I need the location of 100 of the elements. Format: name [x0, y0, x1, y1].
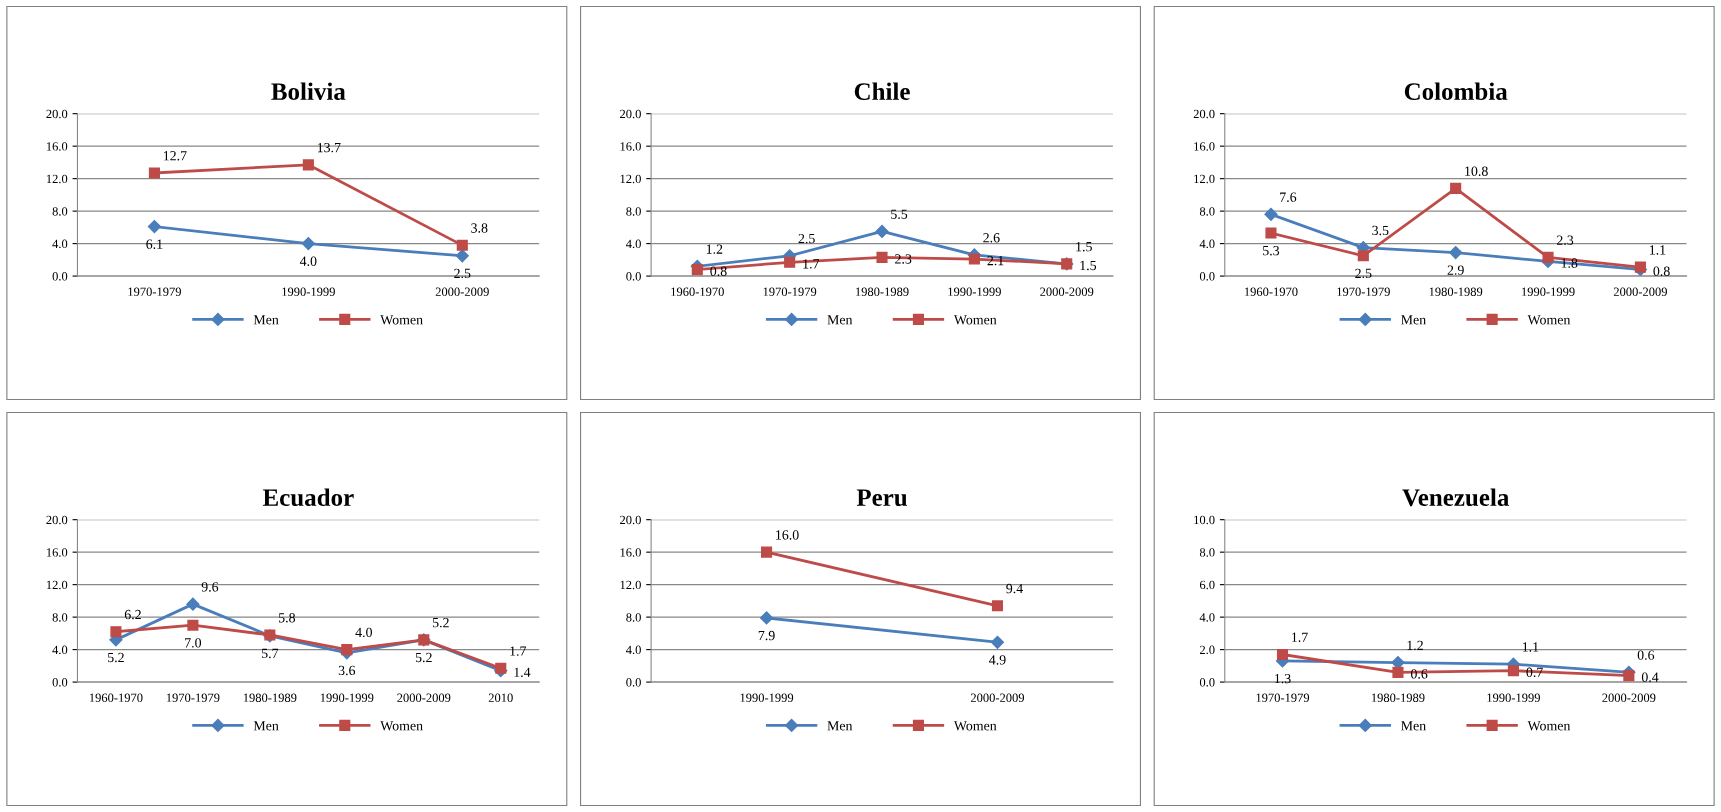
y-tick-label: 12.0 — [620, 174, 641, 184]
x-tick-label: 1970-1979 — [128, 287, 181, 296]
y-tick-label: 16.0 — [620, 548, 641, 557]
y-tick-label: 12.0 — [46, 174, 68, 184]
point — [1450, 182, 1462, 194]
x-tick-label: 1970-1979 — [1256, 693, 1310, 702]
point — [301, 237, 315, 251]
data-label: 2.5 — [798, 233, 815, 244]
data-label: 1.3 — [1275, 673, 1291, 684]
x-tick-label: 1990-1999 — [1522, 287, 1575, 296]
data-label: 0.8 — [1653, 266, 1670, 276]
y-tick-label: 16.0 — [46, 142, 68, 151]
point — [456, 239, 468, 251]
x-tick-label: 1980-1989 — [1371, 693, 1425, 702]
x-tick-label: 2000-2009 — [1613, 287, 1667, 296]
point — [1507, 665, 1519, 677]
point — [875, 224, 889, 239]
x-tick-label: 2000-2009 — [397, 693, 451, 702]
data-label: 2.3 — [1556, 235, 1574, 245]
y-tick-label: 8.0 — [1199, 207, 1215, 216]
point — [990, 635, 1005, 649]
data-label: 1.4 — [514, 667, 531, 678]
data-label: 1.7 — [510, 646, 527, 656]
y-tick-label: 0.0 — [52, 678, 68, 687]
point — [1392, 666, 1404, 678]
legend-label: Men — [253, 315, 279, 325]
y-tick-label: 8.0 — [52, 613, 68, 622]
x-tick-label: 1990-1999 — [740, 693, 794, 702]
data-label: 5.2 — [108, 652, 124, 663]
point — [991, 600, 1004, 612]
data-label: 1.5 — [1080, 260, 1097, 271]
point — [1623, 670, 1635, 682]
data-label: 1.1 — [1522, 642, 1539, 652]
point — [876, 251, 888, 263]
point — [341, 644, 353, 656]
data-label: 5.8 — [279, 613, 296, 623]
data-label: 7.0 — [185, 638, 202, 648]
x-tick-label: 2000-2009 — [435, 287, 489, 296]
y-tick-label: 16.0 — [1194, 142, 1215, 151]
data-label: 7.6 — [1280, 192, 1297, 202]
data-label: 3.8 — [471, 223, 488, 233]
x-tick-label: 2000-2009 — [970, 693, 1025, 702]
data-label: 1.5 — [1076, 242, 1092, 252]
legend-label: Women — [1527, 315, 1571, 325]
legend-label: Men — [1401, 315, 1426, 325]
y-tick-label: 4.0 — [52, 645, 68, 655]
data-label: 13.7 — [317, 142, 341, 153]
legend-label: Women — [380, 315, 423, 325]
y-tick-label: 8.0 — [626, 613, 641, 622]
point — [147, 219, 162, 234]
y-tick-label: 0.0 — [1199, 678, 1215, 687]
data-label: 1.2 — [1407, 640, 1423, 651]
data-label: 3.6 — [338, 665, 356, 676]
y-tick-label: 0.0 — [626, 678, 641, 687]
data-label: 5.5 — [891, 209, 908, 219]
data-label: 2.5 — [454, 268, 471, 279]
data-label: 1.2 — [706, 244, 723, 254]
chart-title: Bolivia — [271, 82, 346, 101]
data-label: 10.8 — [1465, 166, 1488, 176]
data-label: 9.4 — [1006, 583, 1023, 594]
y-tick-label: 20.0 — [620, 515, 641, 525]
x-tick-label: 2010 — [488, 693, 513, 702]
y-tick-label: 4.0 — [1199, 613, 1215, 622]
x-tick-label: 1990-1999 — [320, 693, 374, 702]
y-tick-label: 0.0 — [626, 272, 641, 281]
x-tick-label: 1980-1989 — [1429, 287, 1483, 296]
y-tick-label: 0.0 — [52, 272, 68, 281]
y-tick-label: 0.0 — [1199, 272, 1215, 281]
x-tick-label: 1970-1979 — [1337, 287, 1390, 296]
y-tick-label: 10.0 — [1194, 515, 1215, 525]
data-label: 5.3 — [1263, 245, 1280, 256]
x-tick-label: 1970-1979 — [763, 287, 817, 296]
data-label: 5.7 — [261, 648, 279, 659]
data-label: 12.7 — [163, 151, 187, 161]
y-tick-label: 20.0 — [46, 109, 68, 119]
chart-title: Ecuador — [262, 488, 354, 507]
x-tick-label: 1990-1999 — [282, 287, 335, 296]
chart-title: Chile — [854, 82, 910, 101]
data-label: 3.5 — [1372, 225, 1389, 236]
y-tick-label: 6.0 — [1199, 580, 1215, 590]
data-label: 1.7 — [1292, 632, 1308, 642]
data-label: 0.4 — [1641, 672, 1659, 682]
data-label: 2.5 — [1355, 268, 1372, 279]
y-tick-label: 20.0 — [1193, 109, 1215, 119]
data-label: 0.8 — [710, 266, 727, 276]
x-tick-label: 1980-1989 — [243, 693, 297, 702]
data-label: 4.9 — [989, 655, 1006, 665]
x-tick-label: 1960-1970 — [89, 693, 143, 702]
y-tick-label: 4.0 — [52, 239, 68, 249]
chart-title: Colombia — [1404, 82, 1508, 101]
point — [302, 159, 314, 171]
point — [761, 546, 773, 558]
data-label: 4.0 — [355, 627, 372, 638]
y-tick-label: 2.0 — [1199, 645, 1215, 655]
chart-title: Venezuela — [1402, 488, 1509, 507]
x-tick-label: 1960-1970 — [1244, 287, 1298, 296]
y-tick-label: 20.0 — [620, 109, 641, 119]
point — [1542, 251, 1554, 263]
point — [186, 597, 200, 611]
point — [1276, 648, 1289, 661]
